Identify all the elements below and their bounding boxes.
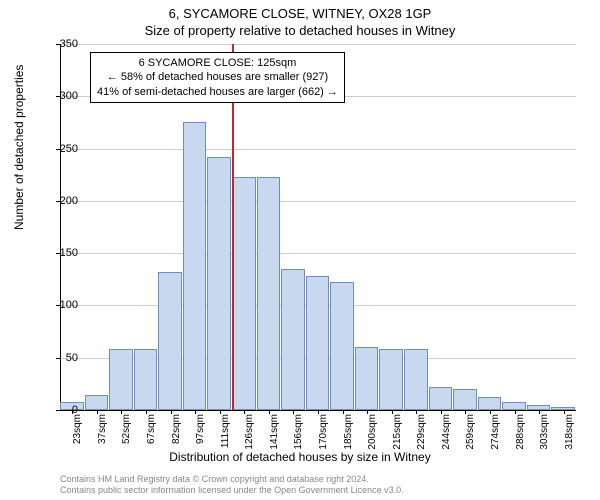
histogram-bar <box>183 122 207 410</box>
histogram-bar <box>207 157 231 410</box>
histogram-bar <box>109 349 133 410</box>
histogram-bar <box>502 402 526 410</box>
histogram-bar <box>453 389 477 410</box>
histogram-bar <box>85 395 109 410</box>
footer-line1: Contains HM Land Registry data © Crown c… <box>60 474 404 485</box>
y-tick-label: 200 <box>60 195 78 207</box>
histogram-bar <box>355 347 379 410</box>
y-tick-label: 50 <box>66 352 78 364</box>
histogram-bar <box>134 349 158 410</box>
x-axis-label: Distribution of detached houses by size … <box>0 450 600 464</box>
chart-plot-area: 6 SYCAMORE CLOSE: 125sqm ← 58% of detach… <box>60 44 576 410</box>
histogram-bar <box>158 272 182 410</box>
histogram-bar <box>478 397 502 410</box>
info-box: 6 SYCAMORE CLOSE: 125sqm ← 58% of detach… <box>90 52 345 103</box>
y-tick-label: 350 <box>60 38 78 50</box>
page-title-address: 6, SYCAMORE CLOSE, WITNEY, OX28 1GP <box>0 0 600 21</box>
info-box-line3: 41% of semi-detached houses are larger (… <box>97 85 338 99</box>
footer-line2: Contains public sector information licen… <box>60 485 404 496</box>
y-tick-label: 100 <box>60 299 78 311</box>
page-title-subtitle: Size of property relative to detached ho… <box>0 21 600 38</box>
histogram-bar <box>527 405 551 410</box>
info-box-line2: ← 58% of detached houses are smaller (92… <box>97 70 338 84</box>
histogram-bar <box>404 349 428 410</box>
info-box-line1: 6 SYCAMORE CLOSE: 125sqm <box>97 56 338 70</box>
y-axis-label: Number of detached properties <box>12 65 26 230</box>
histogram-bar <box>232 177 256 410</box>
footer-attribution: Contains HM Land Registry data © Crown c… <box>60 474 404 496</box>
histogram-bar <box>306 276 330 410</box>
histogram-bar <box>281 269 305 410</box>
histogram-bar <box>330 282 354 410</box>
histogram-bar <box>379 349 403 410</box>
y-tick-label: 150 <box>60 247 78 259</box>
histogram-bar <box>257 177 281 410</box>
histogram-bar <box>429 387 453 410</box>
histogram-bar <box>551 407 575 410</box>
y-tick-label: 250 <box>60 143 78 155</box>
y-tick-label: 300 <box>60 90 78 102</box>
